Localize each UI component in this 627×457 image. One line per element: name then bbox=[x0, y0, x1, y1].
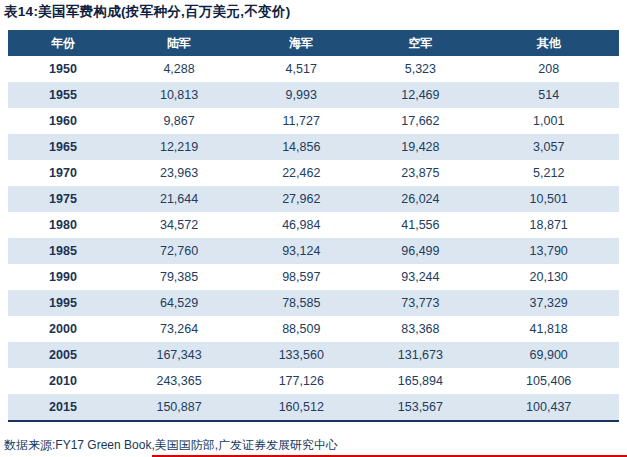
table-header: 年份陆军海军空军其他 bbox=[8, 30, 619, 56]
cell-navy: 27,962 bbox=[240, 186, 362, 212]
table-row: 199564,52978,58573,77337,329 bbox=[8, 290, 619, 316]
table-row: 2005167,343133,560131,67369,900 bbox=[8, 342, 619, 368]
cell-army: 34,572 bbox=[118, 212, 240, 238]
column-header-army: 陆军 bbox=[118, 30, 240, 56]
cell-army: 64,529 bbox=[118, 290, 240, 316]
cell-year: 2010 bbox=[8, 368, 118, 394]
cell-year: 1995 bbox=[8, 290, 118, 316]
cell-air-force: 165,894 bbox=[362, 368, 478, 394]
cell-army: 79,385 bbox=[118, 264, 240, 290]
table-row: 196512,21914,85619,4283,057 bbox=[8, 134, 619, 160]
table-row: 19504,2884,5175,323208 bbox=[8, 56, 619, 82]
cell-other: 3,057 bbox=[478, 134, 619, 160]
column-header-air-force: 空军 bbox=[362, 30, 478, 56]
table-row: 2010243,365177,126165,894105,406 bbox=[8, 368, 619, 394]
cell-army: 243,365 bbox=[118, 368, 240, 394]
cell-navy: 46,984 bbox=[240, 212, 362, 238]
cell-other: 10,501 bbox=[478, 186, 619, 212]
cell-year: 1950 bbox=[8, 56, 118, 82]
cell-air-force: 19,428 bbox=[362, 134, 478, 160]
cell-air-force: 5,323 bbox=[362, 56, 478, 82]
cell-year: 1980 bbox=[8, 212, 118, 238]
cell-army: 10,813 bbox=[118, 82, 240, 108]
cell-navy: 177,126 bbox=[240, 368, 362, 394]
cell-army: 150,887 bbox=[118, 394, 240, 421]
cell-army: 12,219 bbox=[118, 134, 240, 160]
cell-army: 23,963 bbox=[118, 160, 240, 186]
cell-air-force: 73,773 bbox=[362, 290, 478, 316]
cell-air-force: 12,469 bbox=[362, 82, 478, 108]
cell-year: 1960 bbox=[8, 108, 118, 134]
cell-air-force: 23,875 bbox=[362, 160, 478, 186]
cell-army: 4,288 bbox=[118, 56, 240, 82]
table-row: 198572,76093,12496,49913,790 bbox=[8, 238, 619, 264]
table-row: 197521,64427,96226,02410,501 bbox=[8, 186, 619, 212]
cell-air-force: 131,673 bbox=[362, 342, 478, 368]
column-header-year: 年份 bbox=[8, 30, 118, 56]
cell-other: 41,818 bbox=[478, 316, 619, 342]
cell-air-force: 153,567 bbox=[362, 394, 478, 421]
cell-air-force: 83,368 bbox=[362, 316, 478, 342]
cell-other: 18,871 bbox=[478, 212, 619, 238]
data-source-note: 数据来源:FY17 Green Book,美国国防部,广发证券发展研究中心 bbox=[4, 437, 338, 454]
table-row: 197023,96322,46223,8755,212 bbox=[8, 160, 619, 186]
cell-other: 69,900 bbox=[478, 342, 619, 368]
cell-navy: 98,597 bbox=[240, 264, 362, 290]
cell-other: 514 bbox=[478, 82, 619, 108]
column-header-navy: 海军 bbox=[240, 30, 362, 56]
cell-other: 105,406 bbox=[478, 368, 619, 394]
cell-year: 1970 bbox=[8, 160, 118, 186]
table-row: 198034,57246,98441,55618,871 bbox=[8, 212, 619, 238]
cell-year: 1955 bbox=[8, 82, 118, 108]
table-row: 19609,86711,72717,6621,001 bbox=[8, 108, 619, 134]
cell-other: 20,130 bbox=[478, 264, 619, 290]
cell-year: 1985 bbox=[8, 238, 118, 264]
table-row: 199079,38598,59793,24420,130 bbox=[8, 264, 619, 290]
cell-army: 21,644 bbox=[118, 186, 240, 212]
cell-navy: 78,585 bbox=[240, 290, 362, 316]
cell-year: 2000 bbox=[8, 316, 118, 342]
cell-navy: 22,462 bbox=[240, 160, 362, 186]
cell-air-force: 26,024 bbox=[362, 186, 478, 212]
cell-year: 1990 bbox=[8, 264, 118, 290]
table-row: 195510,8139,99312,469514 bbox=[8, 82, 619, 108]
cell-other: 100,437 bbox=[478, 394, 619, 421]
cell-year: 1975 bbox=[8, 186, 118, 212]
cell-navy: 4,517 bbox=[240, 56, 362, 82]
cell-air-force: 96,499 bbox=[362, 238, 478, 264]
cell-other: 37,329 bbox=[478, 290, 619, 316]
cell-other: 1,001 bbox=[478, 108, 619, 134]
cell-navy: 11,727 bbox=[240, 108, 362, 134]
cell-navy: 93,124 bbox=[240, 238, 362, 264]
table-row: 200073,26488,50983,36841,818 bbox=[8, 316, 619, 342]
cell-navy: 9,993 bbox=[240, 82, 362, 108]
cell-army: 167,343 bbox=[118, 342, 240, 368]
table-title: 表14:美国军费构成(按军种分,百万美元,不变价) bbox=[4, 3, 291, 21]
cell-navy: 133,560 bbox=[240, 342, 362, 368]
cell-year: 2005 bbox=[8, 342, 118, 368]
header-row: 年份陆军海军空军其他 bbox=[8, 30, 619, 56]
table-row: 2015150,887160,512153,567100,437 bbox=[8, 394, 619, 421]
cell-air-force: 41,556 bbox=[362, 212, 478, 238]
cell-army: 9,867 bbox=[118, 108, 240, 134]
cell-air-force: 17,662 bbox=[362, 108, 478, 134]
cell-year: 1965 bbox=[8, 134, 118, 160]
cell-army: 73,264 bbox=[118, 316, 240, 342]
cell-year: 2015 bbox=[8, 394, 118, 421]
cell-other: 13,790 bbox=[478, 238, 619, 264]
military-spending-table: 年份陆军海军空军其他 19504,2884,5175,323208195510,… bbox=[8, 30, 619, 422]
table-body: 19504,2884,5175,323208195510,8139,99312,… bbox=[8, 56, 619, 421]
cell-army: 72,760 bbox=[118, 238, 240, 264]
cell-navy: 88,509 bbox=[240, 316, 362, 342]
cell-other: 208 bbox=[478, 56, 619, 82]
cell-navy: 160,512 bbox=[240, 394, 362, 421]
cell-other: 5,212 bbox=[478, 160, 619, 186]
cell-air-force: 93,244 bbox=[362, 264, 478, 290]
column-header-other: 其他 bbox=[478, 30, 619, 56]
cell-navy: 14,856 bbox=[240, 134, 362, 160]
